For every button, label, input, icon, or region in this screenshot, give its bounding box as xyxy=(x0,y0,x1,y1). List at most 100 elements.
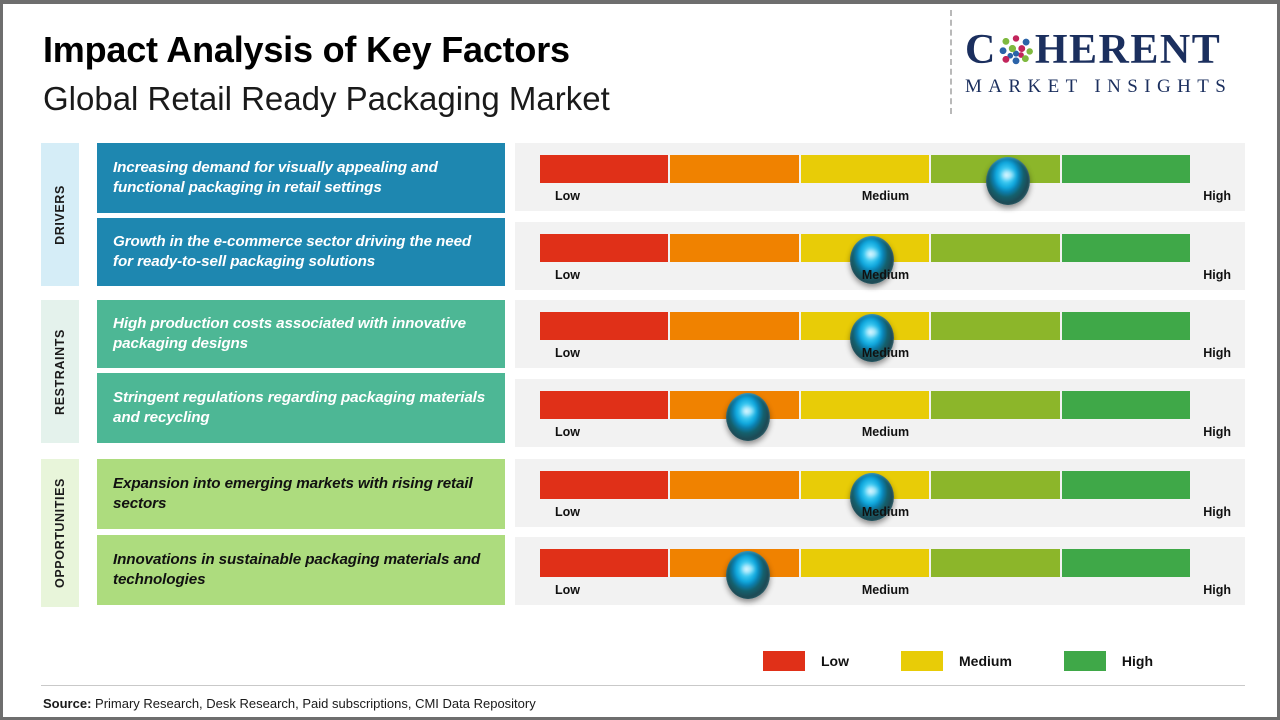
gauge-scale-3: Low Medium High xyxy=(540,344,1231,362)
category-group-restraints: RESTRAINTS High production costs associa… xyxy=(41,300,505,443)
legend-swatch-high xyxy=(1063,651,1106,671)
scale-label-high: High xyxy=(1203,346,1231,360)
factor-box-6[interactable]: Innovations in sustainable packaging mat… xyxy=(97,535,505,605)
dotted-globe-icon xyxy=(997,32,1034,68)
factor-box-2[interactable]: Growth in the e-commerce sector driving … xyxy=(97,218,505,286)
title-block: Impact Analysis of Key Factors Global Re… xyxy=(43,29,610,117)
scale-label-medium: Medium xyxy=(861,425,910,439)
gauge-scale-2: Low Medium High xyxy=(540,266,1231,284)
scale-label-medium: Medium xyxy=(861,189,910,203)
gauge-segment-lowmid xyxy=(670,234,799,262)
gauge-segment-midhigh xyxy=(931,234,1060,262)
legend-item-high: High xyxy=(1063,651,1153,671)
factor-box-3[interactable]: High production costs associated with in… xyxy=(97,300,505,368)
gauge-segment-lowmid xyxy=(670,312,799,340)
scale-label-high: High xyxy=(1203,189,1231,203)
factor-text-1: Increasing demand for visually appealing… xyxy=(113,158,438,196)
gauge-segment-medium xyxy=(800,391,930,419)
legend-item-low: Low xyxy=(763,651,849,671)
gauge-bar-4 xyxy=(540,391,1191,441)
gauge-scale-1: Low Medium High xyxy=(540,187,1231,205)
gauge-segment-low xyxy=(540,155,669,183)
page-title: Impact Analysis of Key Factors xyxy=(43,29,570,70)
factor-text-4: Stringent regulations regarding packagin… xyxy=(113,388,486,426)
factor-text-6: Innovations in sustainable packaging mat… xyxy=(113,550,481,588)
gauge-segment-high xyxy=(1061,391,1191,419)
gauge-segment-low xyxy=(540,234,669,262)
gauge-bar-3 xyxy=(540,312,1191,362)
gauge-segment-high xyxy=(1061,234,1191,262)
scale-label-medium: Medium xyxy=(861,268,910,282)
gauge-marker-6[interactable] xyxy=(726,551,770,599)
category-strip-drivers: DRIVERS xyxy=(41,143,79,286)
gauge-segment-high xyxy=(1061,549,1191,577)
factor-text-2: Growth in the e-commerce sector driving … xyxy=(113,232,472,270)
gauge-scale-6: Low Medium High xyxy=(540,581,1231,599)
scale-label-high: High xyxy=(1203,505,1231,519)
category-label-restraints: RESTRAINTS xyxy=(53,328,67,415)
factor-box-1[interactable]: Increasing demand for visually appealing… xyxy=(97,143,505,213)
scale-label-high: High xyxy=(1203,583,1231,597)
factor-box-5[interactable]: Expansion into emerging markets with ris… xyxy=(97,459,505,529)
gauge-bar-6 xyxy=(540,549,1191,599)
factor-text-3: High production costs associated with in… xyxy=(113,314,467,352)
gauge-row-4[interactable]: Low Medium High xyxy=(515,379,1245,447)
gauge-segment-lowmid xyxy=(670,471,799,499)
scale-label-low: Low xyxy=(555,425,580,439)
gauge-row-5[interactable]: Low Medium High xyxy=(515,459,1245,527)
gauge-marker-5[interactable] xyxy=(849,473,894,521)
header-dashed-divider xyxy=(950,10,952,114)
gauge-segment-midhigh xyxy=(931,391,1060,419)
category-label-drivers: DRIVERS xyxy=(53,184,67,245)
gauge-segment-high xyxy=(1061,312,1191,340)
scale-label-medium: Medium xyxy=(861,505,910,519)
source-note: Source: Primary Research, Desk Research,… xyxy=(43,696,536,711)
source-label: Source: xyxy=(43,696,92,711)
gauge-row-3[interactable]: Low Medium High xyxy=(515,300,1245,368)
gauge-segment-midhigh xyxy=(931,471,1060,499)
gauge-row-2[interactable]: Low Medium High xyxy=(515,222,1245,290)
gauge-segment-midhigh xyxy=(931,312,1060,340)
gauge-scale-5: Low Medium High xyxy=(540,503,1231,521)
gauge-segment-low xyxy=(540,549,669,577)
gauge-segment-low xyxy=(540,471,669,499)
gauge-marker-2[interactable] xyxy=(849,236,894,284)
logo-letters-herent: HERENT xyxy=(1034,27,1222,73)
gauge-row-1[interactable]: Low Medium High xyxy=(515,143,1245,211)
scale-label-high: High xyxy=(1203,268,1231,282)
scale-label-low: Low xyxy=(555,268,580,282)
scale-label-low: Low xyxy=(555,505,580,519)
scale-label-medium: Medium xyxy=(861,346,910,360)
logo-wordmark: C HERENT xyxy=(965,26,1265,74)
scale-label-low: Low xyxy=(555,583,580,597)
gauge-segment-high xyxy=(1061,155,1191,183)
gauge-marker-1[interactable] xyxy=(986,157,1030,205)
legend-swatch-low xyxy=(763,651,805,671)
page-subtitle: Global Retail Ready Packaging Market xyxy=(43,80,610,117)
gauge-row-6[interactable]: Low Medium High xyxy=(515,537,1245,605)
gauge-bar-2 xyxy=(540,234,1191,284)
gauge-marker-4[interactable] xyxy=(726,393,770,441)
logo-tagline: MARKET INSIGHTS xyxy=(965,76,1233,97)
category-group-opportunities: OPPORTUNITIES Expansion into emerging ma… xyxy=(41,459,505,607)
gauge-marker-3[interactable] xyxy=(849,314,894,362)
legend-label-low: Low xyxy=(821,653,849,669)
scale-label-high: High xyxy=(1203,425,1231,439)
logo-letter-c: C xyxy=(965,27,997,73)
gauge-segment-high xyxy=(1061,471,1191,499)
factor-box-4[interactable]: Stringent regulations regarding packagin… xyxy=(97,373,505,443)
company-logo: C HERENT MARKET INSIGHTS xyxy=(965,26,1265,104)
content-area: DRIVERS Increasing demand for visually a… xyxy=(3,143,1280,623)
gauge-segment-midhigh xyxy=(931,549,1060,577)
category-strip-opportunities: OPPORTUNITIES xyxy=(41,459,79,607)
scale-label-medium: Medium xyxy=(861,583,910,597)
gauge-segment-medium xyxy=(800,155,930,183)
gauge-segment-low xyxy=(540,312,669,340)
header: Impact Analysis of Key Factors Global Re… xyxy=(3,4,1280,134)
legend-item-medium: Medium xyxy=(901,651,1012,671)
scale-label-low: Low xyxy=(555,346,580,360)
legend-label-medium: Medium xyxy=(959,653,1012,669)
gauge-segment-lowmid xyxy=(670,155,799,183)
gauge-segment-medium xyxy=(800,549,930,577)
category-group-drivers: DRIVERS Increasing demand for visually a… xyxy=(41,143,505,286)
